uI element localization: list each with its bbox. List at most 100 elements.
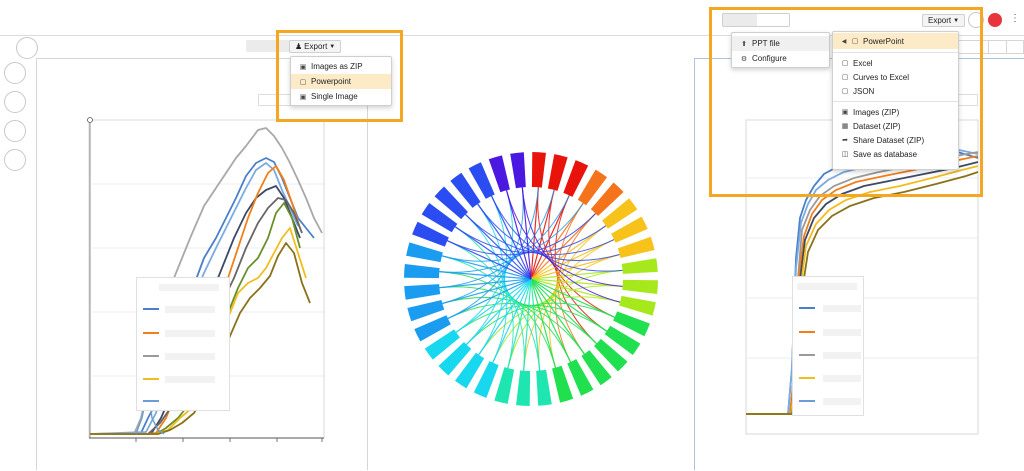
chord-segment	[563, 160, 589, 197]
file-icon: ▢	[841, 74, 849, 81]
menu-item-label: Save as database	[853, 149, 918, 159]
chord-segment	[468, 162, 495, 199]
legend-swatch-yellow	[799, 377, 815, 379]
legend-swatch-yellow	[143, 378, 159, 380]
menu-item-label: Dataset (ZIP)	[853, 121, 901, 131]
left-series-line-yellow	[90, 227, 307, 435]
toolbar-round-button-4[interactable]	[4, 120, 26, 142]
legend-swatch-gray	[799, 354, 815, 356]
menu-item-label: Configure	[752, 54, 787, 63]
menu-item-json[interactable]: ▢ JSON	[833, 84, 958, 98]
chord-segment	[552, 365, 574, 403]
legend-label-placeholder	[823, 305, 861, 312]
gear-icon: ⚙	[740, 55, 748, 63]
left-export-button[interactable]: ♟ Export ▼	[289, 40, 342, 53]
chord-segment	[414, 315, 451, 342]
file-icon: ▢	[841, 60, 849, 67]
chord-segment	[421, 202, 458, 233]
left-export-menu: ▣ Images as ZIP ▢ Powerpoint ▣ Single Im…	[290, 56, 392, 106]
chord-segment	[581, 350, 612, 386]
chord-segment	[454, 352, 485, 389]
left-panel-tab[interactable]	[246, 40, 291, 52]
toolbar-round-button-3[interactable]	[4, 91, 26, 113]
legend-swatch-blue	[143, 308, 159, 310]
menu-item-label: Images as ZIP	[311, 62, 363, 71]
menu-item-label: PowerPoint	[863, 36, 904, 46]
chord-segment	[450, 172, 481, 208]
image-icon: ▣	[299, 63, 307, 71]
image-icon: ▣	[299, 93, 307, 101]
legend-swatch-lightblue	[799, 400, 815, 402]
chord-segment	[434, 186, 468, 220]
left-chart-ticks	[135, 438, 323, 442]
chord-segment	[613, 311, 650, 337]
chord-segment	[531, 152, 546, 188]
chord-segment	[438, 342, 472, 376]
toolbar-round-button-2[interactable]	[4, 62, 26, 84]
right-chart-legend	[792, 276, 864, 416]
file-icon: ▢	[299, 78, 307, 86]
share-icon: ➦	[842, 137, 848, 144]
menu-item-images-zip[interactable]: ▣ Images as ZIP	[291, 59, 391, 74]
chevron-down-icon: ▼	[329, 43, 336, 50]
more-options-icon[interactable]: ⋮	[1010, 13, 1020, 24]
legend-swatch-orange	[143, 332, 159, 334]
chord-segment	[611, 216, 648, 243]
chord-segment	[619, 295, 656, 316]
legend-swatch-gray	[143, 355, 159, 357]
chord-segment	[488, 155, 510, 193]
chord-segment	[424, 329, 460, 360]
menu-item-configure[interactable]: ⚙ Configure	[732, 51, 829, 66]
left-export-label: Export	[304, 42, 328, 51]
menu-item-excel[interactable]: ▢ Excel	[833, 56, 958, 70]
menu-item-label: Excel	[853, 58, 873, 68]
file-icon: ▢	[841, 88, 849, 95]
legend-label-placeholder	[165, 376, 215, 383]
upload-icon: ⬆	[741, 40, 747, 48]
chord-segment	[590, 182, 624, 216]
chord-segment	[547, 154, 568, 191]
menu-item-images-zip[interactable]: ▣ Images (ZIP)	[833, 105, 958, 119]
right-toggle-group[interactable]	[722, 13, 790, 27]
chord-segment	[604, 325, 641, 356]
chord-link	[455, 304, 608, 333]
right-export-label: Export	[928, 16, 952, 25]
menu-item-curves-to-excel[interactable]: ▢ Curves to Excel	[833, 70, 958, 84]
menu-item-label: Share Dataset (ZIP)	[853, 135, 925, 145]
chord-segment	[404, 264, 440, 279]
menu-item-powerpoint[interactable]: ▢ Powerpoint	[291, 74, 391, 89]
status-dot-icon[interactable]	[988, 13, 1002, 27]
chord-segment	[577, 169, 608, 206]
toolbar-round-button-5[interactable]	[4, 149, 26, 171]
caret-left-icon: ◀	[841, 38, 847, 45]
toolbar-round-button-1[interactable]	[16, 37, 38, 59]
left-chart-legend	[136, 277, 230, 411]
menu-item-label: Single Image	[311, 92, 358, 101]
legend-label-placeholder	[823, 375, 861, 382]
chord-segment	[567, 359, 594, 396]
toolbar-divider	[0, 35, 1024, 36]
menu-item-powerpoint[interactable]: ◀ ▢ PowerPoint	[833, 33, 958, 49]
chevron-down-icon: ▼	[953, 17, 960, 24]
left-export-highlight	[276, 30, 403, 122]
menu-item-label: JSON	[853, 86, 875, 96]
menu-item-save-as-database[interactable]: ◫ Save as database	[833, 147, 958, 161]
file-icon: ▢	[851, 38, 859, 45]
legend-label-placeholder	[823, 352, 861, 359]
menu-separator	[833, 101, 958, 102]
chord-segment	[617, 236, 655, 258]
chord-segment	[594, 338, 628, 372]
right-export-submenu-left: ⬆ PPT file ⚙ Configure	[731, 32, 830, 68]
chord-segment	[404, 284, 441, 300]
right-export-highlight	[709, 7, 983, 197]
chord-link	[521, 187, 621, 303]
menu-item-dataset-zip[interactable]: ▦ Dataset (ZIP)	[833, 119, 958, 133]
chord-segment	[510, 152, 526, 189]
chord-segment	[602, 198, 638, 229]
menu-item-ppt-file[interactable]: ⬆ PPT file	[732, 36, 829, 51]
chord-link	[454, 225, 607, 254]
menu-item-share-dataset-zip[interactable]: ➦ Share Dataset (ZIP)	[833, 133, 958, 147]
left-chart-frame	[87, 117, 325, 439]
menu-item-single-image[interactable]: ▣ Single Image	[291, 89, 391, 104]
right-export-button[interactable]: Export ▼	[922, 14, 966, 27]
